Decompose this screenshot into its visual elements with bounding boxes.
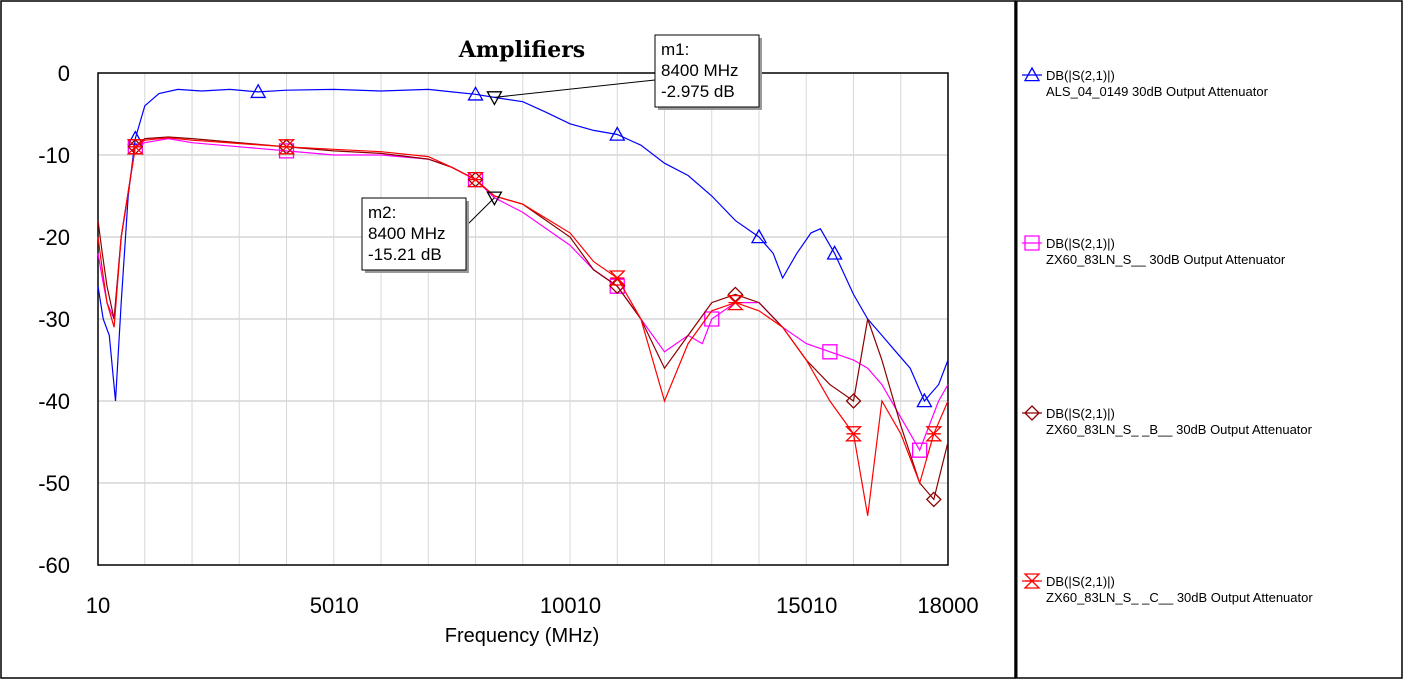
x-tick-label: 15010: [776, 593, 837, 618]
legend-series-name-3: DB(|S(2,1)|): [1046, 406, 1115, 421]
series-1-point: [826, 245, 843, 260]
y-tick-label: -10: [38, 143, 70, 168]
plot-panel: [0, 0, 1016, 679]
series-line-3: [97, 136, 949, 501]
series-line-2: [97, 137, 949, 452]
plot-area: [97, 72, 949, 566]
marker-2-value: -15.21 dB: [368, 245, 442, 264]
marker-1-freq: 8400 MHz: [661, 61, 738, 80]
legend-marker-1: [1023, 66, 1041, 82]
series-3-point: [845, 393, 862, 409]
legend-marker-4: [1023, 573, 1041, 589]
series-1-point: [250, 83, 267, 99]
series-4-point: [466, 171, 485, 188]
series-1-point: [916, 392, 933, 408]
marker-2-box: [361, 197, 467, 271]
series-4-point: [844, 426, 863, 442]
series-4-point: [608, 270, 626, 286]
y-tick-label: -20: [38, 225, 70, 250]
marker-2-label: m2:: [368, 203, 396, 222]
legend-series-desc-4: ZX60_83LN_S_ _C__ 30dB Output Attenuator: [1046, 590, 1313, 605]
series-2-point: [822, 344, 838, 360]
legend-series-name-1: DB(|S(2,1)|): [1046, 68, 1115, 83]
series-1-point: [609, 126, 626, 141]
series-3-point: [727, 286, 744, 303]
legend-series-name-4: DB(|S(2,1)|): [1046, 574, 1115, 589]
y-tick-label: 0: [58, 61, 70, 86]
chart-title: Amplifiers: [458, 37, 585, 63]
x-tick-label: 10010: [540, 593, 601, 618]
legend-panel: [1015, 0, 1403, 679]
series-layer: [97, 83, 949, 516]
series-1-point: [467, 85, 484, 101]
marker-1-value: -2.975 dB: [661, 82, 735, 101]
series-4-point: [126, 139, 144, 155]
series-3-point: [609, 278, 626, 295]
legend-series-desc-3: ZX60_83LN_S_ _B__ 30dB Output Attenuator: [1046, 422, 1313, 437]
legend-series-desc-1: ALS_04_0149 30dB Output Attenuator: [1046, 84, 1269, 99]
series-4-point: [925, 426, 943, 442]
marker-layer: m1: 8400 MHz -2.975 dB m2: 8400 MHz -15.21 dB: [361, 34, 762, 273]
y-tick-label: -60: [38, 553, 70, 578]
series-3-point: [925, 491, 942, 508]
legend-series-desc-2: ZX60_83LN_S__ 30dB Output Attenuator: [1046, 252, 1286, 267]
marker-2-symbol: [486, 191, 503, 207]
series-4-point: [726, 294, 744, 311]
marker-1-label: m1:: [661, 40, 689, 59]
y-axis: 0 -10 -20 -30 -40 -50 -60: [38, 61, 70, 578]
y-tick-label: -30: [38, 307, 70, 332]
series-2-point: [609, 278, 625, 294]
x-axis: 10 5010 10010 15010 18000: [86, 593, 979, 618]
x-tick-label: 10: [86, 593, 110, 618]
marker-1-symbol: [486, 91, 503, 106]
x-tick-label: 5010: [310, 593, 359, 618]
marker-1-box: [654, 34, 760, 108]
legend-marker-3: [1024, 405, 1040, 421]
y-tick-label: -50: [38, 471, 70, 496]
series-1-point: [127, 130, 144, 145]
y-tick-label: -40: [38, 389, 70, 414]
legend-series-name-2: DB(|S(2,1)|): [1046, 236, 1115, 251]
x-tick-label: 18000: [917, 593, 978, 618]
series-line-1: [97, 88, 949, 403]
legend: DB(|S(2,1)|)ALS_04_0149 30dB Output Atte…: [1022, 66, 1313, 605]
legend-marker-2: [1024, 235, 1040, 251]
series-1-point: [750, 228, 768, 244]
x-axis-title: Frequency (MHz): [445, 625, 599, 647]
series-4-point: [277, 139, 296, 155]
marker-2-freq: 8400 MHz: [368, 224, 445, 243]
marker-leader-2: [463, 197, 495, 229]
marker-leader-1: [494, 79, 656, 98]
